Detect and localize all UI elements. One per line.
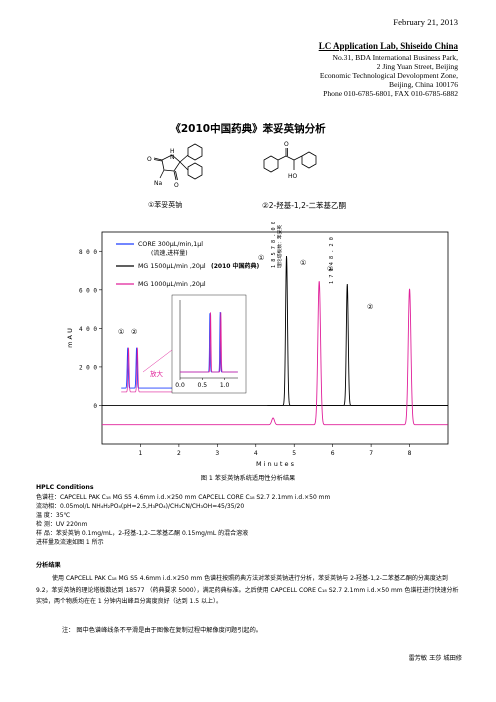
inset-x-tick-label: 1.0 <box>220 382 230 389</box>
x-tick-label: 7 <box>369 450 373 457</box>
plot-frame <box>101 231 449 445</box>
peak-marker-core-2: ② <box>131 328 137 336</box>
peak-marker-pink-1: ① <box>300 259 306 267</box>
benzoin-structure <box>263 148 317 173</box>
y-tick-label: 8 0 0 <box>79 249 97 256</box>
series-core-line <box>121 347 176 389</box>
x-tick-label: 3 <box>215 450 219 457</box>
atom-o-3: O <box>284 141 289 148</box>
y-tick-label: 6 0 0 <box>79 287 97 294</box>
peak-annotation-1b: 理论塔板数：苯妥英 <box>276 225 283 268</box>
address-line-2: 2 Jing Yuan Street, Beijing <box>376 62 458 71</box>
hplc-line-detection: 检 测：UV 220nm <box>36 521 88 528</box>
atom-ho: HO <box>288 173 298 180</box>
structure-1-label: ①苯妥英钠 <box>148 201 183 209</box>
peak-marker-mg-2: ② <box>327 265 333 273</box>
address-line-3: Economic Technological Devolopment Zone, <box>319 71 458 80</box>
address-line-5: Phone 010-6785-6801, FAX 010-6785-6882 <box>323 89 458 98</box>
address-line-1: No.31, BDA International Business Park, <box>332 53 459 62</box>
analysis-text: 使用 CAPCELL PAK C₁₈ MG S5 4.6mm i.d.×250 … <box>36 575 459 605</box>
zoom-connector <box>142 349 173 373</box>
phenytoin-structure <box>153 143 203 181</box>
date: February 21, 2013 <box>393 17 458 27</box>
y-tick-label: 2 0 0 <box>79 364 97 371</box>
analysis-heading: 分析结果 <box>36 562 61 569</box>
inset-x-tick-label: 0.0 <box>175 382 185 389</box>
hplc-line-sample: 样 品：苯妥英钠 0.1mg/mL，2-羟基-1,2-二苯基乙酮 0.15mg/… <box>36 530 249 537</box>
page-title: 《2010中国药典》苯妥英钠分析 <box>170 123 326 135</box>
x-tick-label: 8 <box>408 450 412 457</box>
inset-frame <box>171 294 247 394</box>
atom-h: H <box>170 148 175 155</box>
x-axis-label: M i n u t e s <box>256 460 295 468</box>
y-tick-label: 4 0 0 <box>79 326 97 333</box>
series-mg1000-line <box>102 281 448 426</box>
hplc-line-temperature: 温 度：35℃ <box>36 512 71 519</box>
hplc-line-mobile-phase: 流动相：0.05mol/L NH₄H₂PO₄(pH=2.5,H₃PO₄)/CH₃… <box>36 503 245 510</box>
x-tick-label: 2 <box>177 450 181 457</box>
peak-annotation-1: 1 8 5 7 8 . 0 0 <box>271 222 277 268</box>
legend-label: CORE 300μL/min,1μl <box>138 241 203 248</box>
y-tick-label: 0 <box>93 403 97 410</box>
series-mg1500-line <box>267 256 448 406</box>
hplc-line-column: 色谱柱：CAPCELL PAK C₁₈ MG S5 4.6mm i.d.×250… <box>36 494 331 501</box>
y-axis-label: m A U <box>66 328 74 348</box>
atom-o-2: O <box>174 182 179 189</box>
address-line-4: Beijing, China 100176 <box>389 80 458 89</box>
legend-note-mg1500: (2010 中国药典) <box>211 262 260 270</box>
atom-na: Na <box>154 180 162 187</box>
hplc-line-injection: 进样量及流速如图 1 所示 <box>36 539 104 546</box>
lab-name: LC Application Lab, Shiseido China <box>318 41 458 51</box>
legend-label: MG 1500μL/min ,20μl <box>138 263 206 270</box>
legend-note-core: (流速,进样量) <box>151 249 188 257</box>
x-tick-label: 1 <box>139 450 143 457</box>
peak-marker-core-1: ① <box>118 328 124 336</box>
chemical-structures: H N O Na O O HO <box>147 141 317 189</box>
x-tick-label: 4 <box>254 450 258 457</box>
zoom-label: 放大 <box>150 369 164 378</box>
structure-2-label: ②2-羟基-1,2-二苯基乙酮 <box>262 201 347 210</box>
x-tick-label: 5 <box>292 450 296 457</box>
atom-o-1: O <box>147 156 152 163</box>
authors: 雷芳敏 王莎 城田修 <box>408 655 462 662</box>
x-tick-label: 6 <box>331 450 335 457</box>
series-core-line-pink <box>121 347 176 393</box>
chromatogram: 8 0 0 6 0 0 4 0 0 2 0 0 0 1 2 3 4 5 6 7 8 m A U M i n … <box>66 222 449 468</box>
hplc-heading: HPLC Conditions <box>36 484 94 491</box>
figure-caption: 图 1 苯妥英钠系统适用性分析结果 <box>200 475 296 482</box>
peak-marker-mg-1: ① <box>258 254 264 262</box>
legend-label: MG 1000μL/min ,20μl <box>138 281 206 288</box>
peak-annotation-2: 1 7 9 4 8 . 2 0 <box>329 237 335 284</box>
note: 注： 图中色谱峰线条不平滑是由于图像在复制过程中解像度问题引起的。 <box>62 627 262 634</box>
atom-n: N <box>170 154 175 161</box>
inset-trace-pink <box>180 312 238 373</box>
peak-marker-pink-2: ② <box>367 303 373 311</box>
inset-x-tick-label: 0.5 <box>198 382 208 389</box>
